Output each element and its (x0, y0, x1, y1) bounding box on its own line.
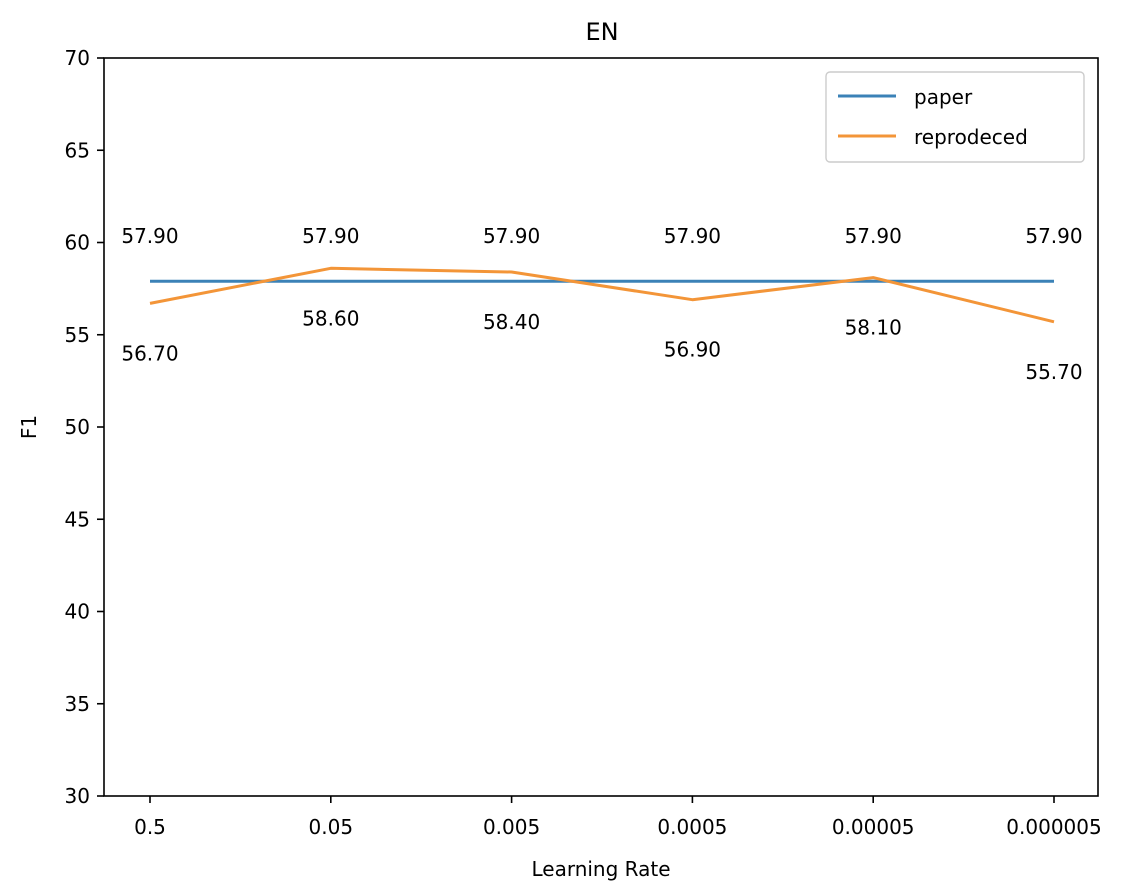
y-axis-label: F1 (17, 415, 41, 439)
x-tick-label: 0.5 (134, 815, 166, 839)
y-tick-label: 60 (65, 231, 90, 255)
data-label-paper: 57.90 (121, 224, 178, 248)
x-tick-label: 0.00005 (832, 815, 915, 839)
y-tick-label: 35 (65, 692, 90, 716)
data-labels: 57.90 57.90 57.90 57.90 57.90 57.90 56.70 58.60… (121, 224, 1082, 384)
data-label-paper: 57.90 (483, 224, 540, 248)
y-tick-label: 50 (65, 415, 90, 439)
data-label-reprodeced: 56.70 (121, 341, 178, 365)
x-axis: 0.5 0.05 0.005 0.0005 0.00005 0.000005 (134, 796, 1102, 839)
y-tick-label: 70 (65, 46, 90, 70)
data-label-paper: 57.90 (1025, 224, 1082, 248)
legend: paper reprodeced (825, 71, 1085, 163)
data-label-paper: 57.90 (845, 224, 902, 248)
data-label-paper: 57.90 (664, 224, 721, 248)
x-tick-label: 0.05 (309, 815, 354, 839)
y-tick-label: 65 (65, 138, 90, 162)
y-axis: 30 35 40 45 50 55 60 65 70 (65, 46, 104, 808)
x-tick-label: 0.005 (483, 815, 540, 839)
plot-frame (103, 57, 1099, 797)
chart-title: EN (585, 18, 618, 46)
x-tick-label: 0.0005 (657, 815, 727, 839)
data-label-reprodeced: 58.60 (302, 306, 359, 330)
data-label-reprodeced: 55.70 (1025, 360, 1082, 384)
y-tick-label: 55 (65, 323, 90, 347)
legend-label-paper: paper (914, 85, 973, 109)
series-lines (149, 266, 1055, 324)
y-tick-label: 40 (65, 600, 90, 624)
x-axis-label: Learning Rate (531, 857, 670, 881)
y-tick-label: 30 (65, 784, 90, 808)
data-label-reprodeced: 56.90 (664, 338, 721, 362)
legend-label-reprodeced: reprodeced (914, 125, 1028, 149)
y-tick-label: 45 (65, 507, 90, 531)
data-label-reprodeced: 58.40 (483, 310, 540, 334)
x-tick-label: 0.000005 (1006, 815, 1101, 839)
data-label-reprodeced: 58.10 (845, 316, 902, 340)
series-line-reprodeced (149, 266, 1055, 324)
data-label-paper: 57.90 (302, 224, 359, 248)
